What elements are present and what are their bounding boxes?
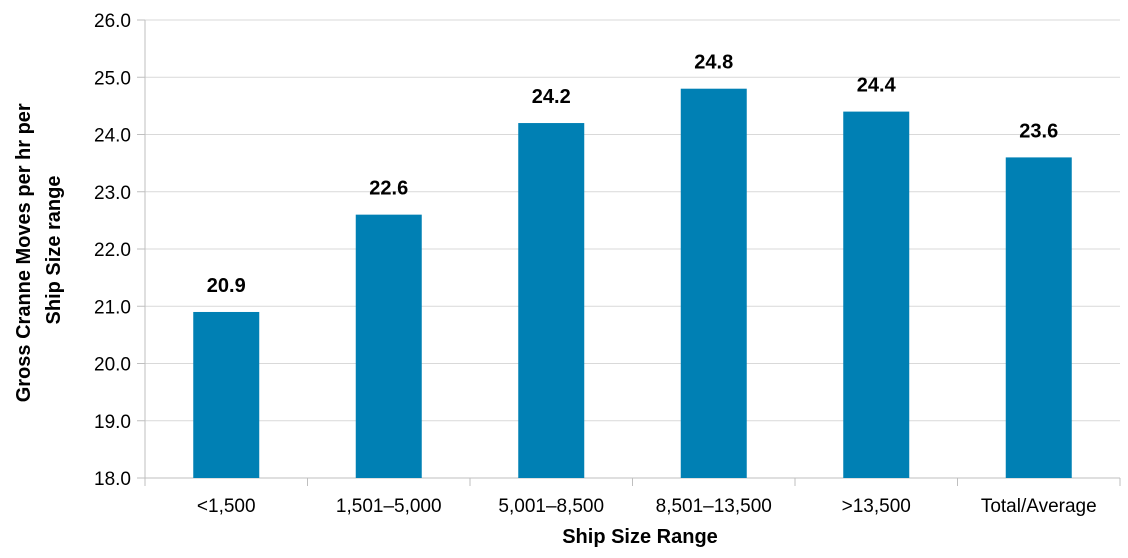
axes <box>137 19 1121 486</box>
x-tick-label: >13,500 <box>842 496 911 517</box>
y-tick-label: 21.0 <box>94 297 131 318</box>
y-tick-label: 18.0 <box>94 469 131 490</box>
y-tick-label: 24.0 <box>94 126 131 147</box>
bars <box>193 88 1072 479</box>
bar <box>680 88 747 478</box>
y-tick-label: 23.0 <box>94 183 131 204</box>
x-tick-label: 1,501–5,000 <box>336 496 442 517</box>
x-tick-labels: <1,500 1,501–5,000 5,001–8,500 8,501–13,500… <box>197 496 1097 517</box>
x-tick-label: Total/Average <box>981 496 1097 517</box>
y-tick-label: 22.0 <box>94 240 131 261</box>
x-tick-label: 8,501–13,500 <box>656 496 772 517</box>
bar <box>1005 157 1072 478</box>
y-tick-label: 25.0 <box>94 68 131 89</box>
bar <box>355 214 422 478</box>
data-label: 24.2 <box>532 86 571 108</box>
data-label: 24.4 <box>857 75 897 97</box>
y-tick-label: 19.0 <box>94 412 131 433</box>
x-axis-title: Ship Size Range <box>562 526 718 548</box>
y-axis-title-line-1: Gross Cranne Moves per hr per <box>13 103 35 402</box>
data-label: 24.8 <box>694 52 733 74</box>
bar <box>518 123 585 479</box>
y-axis-title: Gross Cranne Moves per hr per Ship Size … <box>13 98 65 403</box>
bar <box>843 111 910 478</box>
y-axis-title-line-2: Ship Size range <box>43 176 65 325</box>
y-tick-label: 26.0 <box>94 11 131 32</box>
data-label: 22.6 <box>369 178 408 200</box>
x-tick-label: 5,001–8,500 <box>498 496 604 517</box>
bar <box>193 311 260 478</box>
data-label: 23.6 <box>1019 120 1058 142</box>
data-label: 20.9 <box>207 275 246 297</box>
y-tick-labels: 18.0 19.0 20.0 21.0 22.0 23.0 24.0 25.0 26.0 <box>94 11 131 490</box>
x-tick-label: <1,500 <box>197 496 256 517</box>
y-tick-label: 20.0 <box>94 355 131 376</box>
data-labels: 20.9 22.6 24.2 24.8 24.4 23.6 <box>207 52 1058 297</box>
gridlines <box>145 19 1120 422</box>
